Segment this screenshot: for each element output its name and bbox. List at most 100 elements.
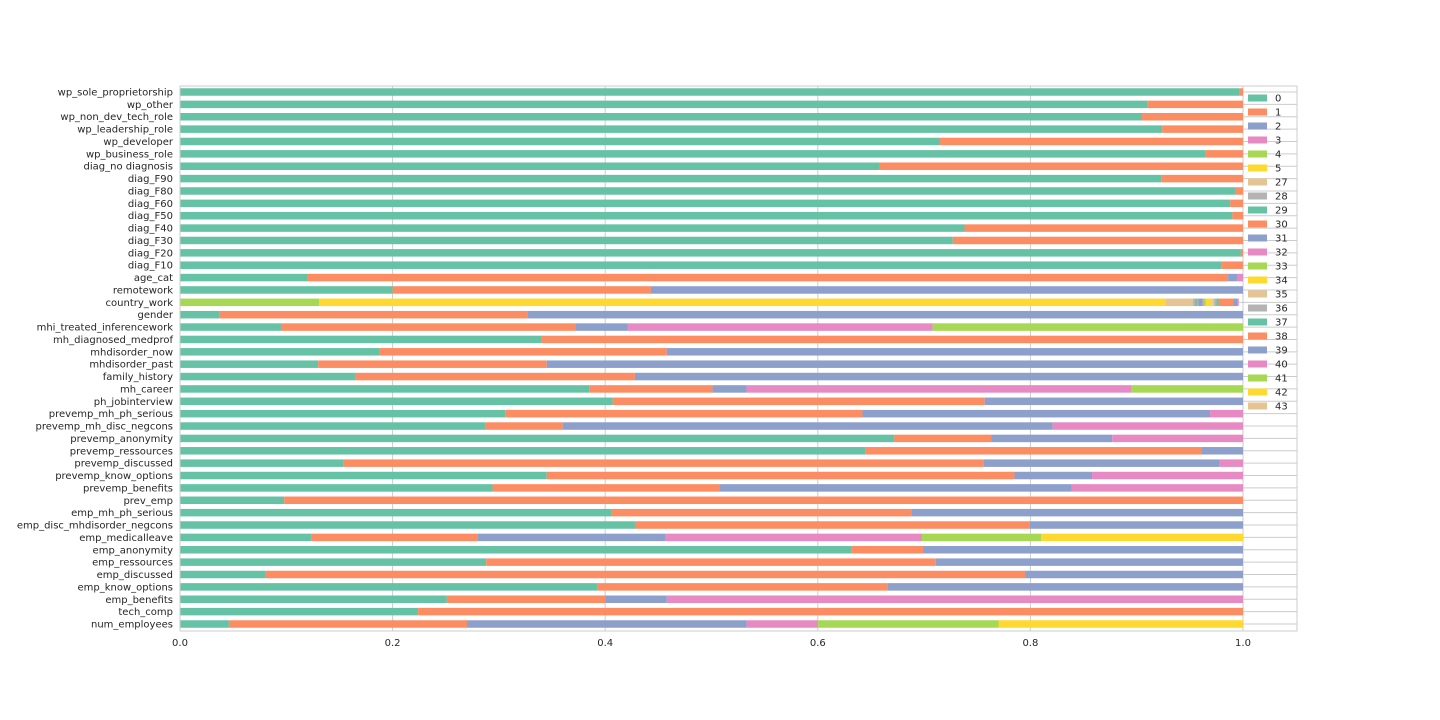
bar-segment bbox=[589, 385, 713, 393]
bar-segment bbox=[964, 224, 1243, 232]
bar-segment bbox=[1193, 298, 1196, 307]
bar-segment bbox=[180, 447, 866, 455]
category-label: family_history bbox=[103, 372, 173, 383]
legend-label: 4 bbox=[1275, 150, 1281, 161]
bar-segment bbox=[634, 521, 1030, 529]
bar-segment bbox=[467, 620, 747, 628]
bar-segment bbox=[180, 397, 613, 406]
bar-segment bbox=[851, 546, 924, 554]
category-label: diag_F50 bbox=[128, 211, 173, 222]
bar-segment bbox=[817, 620, 999, 628]
bar-segment bbox=[180, 298, 320, 307]
category-label: prevemp_mh_ph_serious bbox=[49, 409, 173, 420]
x-tick-label: 0.6 bbox=[810, 638, 826, 649]
x-tick-label: 0.8 bbox=[1022, 638, 1038, 649]
bar-segment bbox=[1014, 471, 1093, 480]
bar-segment bbox=[1071, 484, 1243, 492]
category-label: mhi_treated_inferencework bbox=[37, 323, 174, 334]
bar-segment bbox=[180, 533, 312, 542]
bar-segment bbox=[180, 409, 506, 418]
bar-segment bbox=[180, 583, 598, 591]
bar-segment bbox=[1202, 298, 1204, 307]
bar-segment bbox=[1092, 471, 1243, 480]
legend-label: 35 bbox=[1275, 290, 1288, 301]
legend-label: 36 bbox=[1275, 304, 1288, 315]
bar-segment bbox=[562, 422, 1053, 430]
bar-segment bbox=[712, 385, 747, 393]
bar-segment bbox=[1214, 298, 1217, 307]
category-label: wp_other bbox=[127, 100, 174, 111]
bar-segment bbox=[720, 484, 1072, 492]
bar-segment bbox=[1198, 298, 1203, 307]
bar-segment bbox=[597, 583, 888, 591]
category-label: emp_anonymity bbox=[93, 545, 174, 556]
legend-swatch bbox=[1248, 346, 1267, 354]
bar-segment bbox=[1239, 88, 1243, 96]
bar-segment bbox=[180, 174, 1162, 183]
bar-segment bbox=[634, 372, 1243, 381]
legend-swatch bbox=[1248, 122, 1267, 130]
bar-segment bbox=[1197, 298, 1199, 307]
bar-segment bbox=[1195, 298, 1198, 307]
category-label: gender bbox=[138, 310, 174, 321]
legend-label: 27 bbox=[1275, 178, 1288, 189]
bar-segment bbox=[486, 558, 936, 566]
bar-segment bbox=[923, 546, 1243, 554]
legend-swatch bbox=[1248, 318, 1267, 326]
legend-swatch bbox=[1248, 262, 1267, 270]
bar-segment bbox=[1230, 199, 1243, 208]
category-label: prevemp_ressources bbox=[70, 446, 173, 457]
bar-segment bbox=[865, 447, 1202, 455]
bar-segment bbox=[180, 484, 493, 492]
bar-segment bbox=[1147, 100, 1243, 109]
category-label: diag_F60 bbox=[128, 199, 173, 210]
category-label: diag_F80 bbox=[128, 186, 173, 197]
bar-segment bbox=[280, 323, 576, 331]
bar-segment bbox=[612, 397, 985, 406]
bar-segment bbox=[180, 150, 1206, 158]
category-label: emp_disc_mhdisorder_negcons bbox=[17, 521, 173, 532]
bar-segment bbox=[418, 607, 1243, 616]
bar-segment bbox=[180, 471, 547, 480]
legend-swatch bbox=[1248, 206, 1267, 214]
legend-label: 40 bbox=[1275, 360, 1288, 371]
category-label: wp_developer bbox=[103, 137, 173, 148]
bar-segment bbox=[546, 360, 1243, 368]
legend-swatch bbox=[1248, 388, 1267, 396]
bar-segment bbox=[1131, 385, 1243, 393]
category-label: num_employees bbox=[91, 620, 173, 631]
bar-segment bbox=[180, 496, 285, 505]
legend-swatch bbox=[1248, 360, 1267, 368]
bar-segment bbox=[343, 459, 984, 467]
bar-segment bbox=[1162, 125, 1243, 133]
bar-segment bbox=[1201, 447, 1243, 455]
bar-segment bbox=[887, 583, 1243, 591]
category-label: prevemp_benefits bbox=[83, 483, 173, 494]
bar-segment bbox=[1165, 298, 1194, 307]
category-label: emp_know_options bbox=[78, 582, 174, 593]
category-label: prevemp_know_options bbox=[55, 471, 173, 482]
category-label: wp_leadership_role bbox=[77, 125, 173, 136]
category-label: prev_emp bbox=[123, 496, 173, 507]
bar-segment bbox=[485, 422, 563, 430]
bar-segment bbox=[650, 286, 1243, 294]
bar-segment bbox=[180, 224, 965, 232]
bar-segment bbox=[1221, 261, 1243, 269]
bar-segment bbox=[180, 459, 344, 467]
bar-segment bbox=[180, 162, 880, 170]
x-tick-label: 0.4 bbox=[597, 638, 613, 649]
legend-label: 38 bbox=[1275, 332, 1288, 343]
bar-segment bbox=[180, 125, 1163, 133]
bar-segment bbox=[1237, 298, 1239, 307]
bar-segment bbox=[180, 236, 953, 245]
legend-label: 42 bbox=[1275, 388, 1288, 399]
bar-segment bbox=[940, 137, 1243, 146]
bar-segment bbox=[180, 558, 487, 566]
bar-segment bbox=[1112, 434, 1243, 443]
bar-segment bbox=[1161, 174, 1243, 183]
bar-segment bbox=[180, 422, 486, 430]
bar-segment bbox=[932, 323, 1243, 331]
category-label: diag_F20 bbox=[128, 248, 173, 259]
bar-segment bbox=[180, 112, 1143, 121]
legend-swatch bbox=[1248, 402, 1267, 410]
